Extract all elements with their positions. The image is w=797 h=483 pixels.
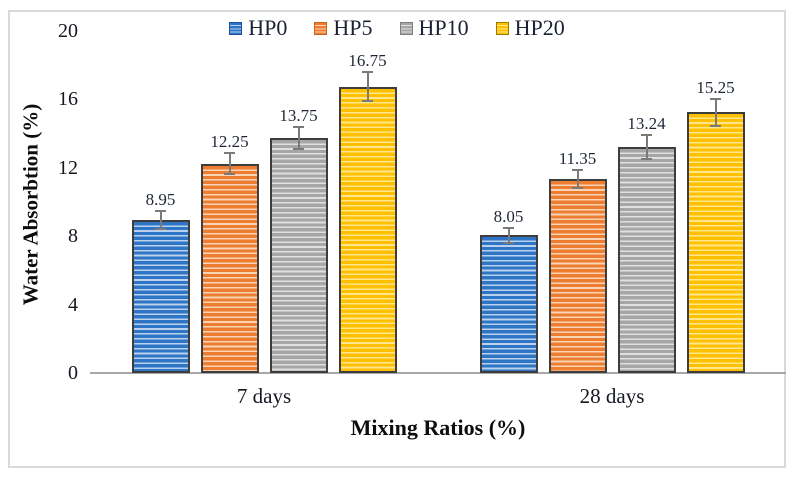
x-axis-line <box>90 372 786 374</box>
error-bar-cap-top <box>503 226 514 229</box>
error-bar-cap-top <box>572 168 583 171</box>
value-label: 13.24 <box>627 113 666 133</box>
y-tick-label: 8 <box>68 225 78 248</box>
y-tick-label: 0 <box>68 362 78 384</box>
legend-marker-HP5 <box>314 21 328 35</box>
error-bar <box>645 134 648 159</box>
error-bar-cap-bottom <box>293 147 304 150</box>
error-bar-cap-top <box>710 97 721 100</box>
legend-entry-HP10: HP10 <box>399 15 469 41</box>
value-label: 8.95 <box>145 190 176 210</box>
error-bar <box>507 227 510 244</box>
value-label: 16.75 <box>348 51 387 71</box>
legend-marker-HP0 <box>229 21 243 35</box>
bar-HP5-28-days <box>548 178 607 373</box>
category-label: 7 days <box>236 384 292 408</box>
error-bar <box>297 126 300 149</box>
error-bar <box>576 169 579 189</box>
error-bar <box>228 153 231 174</box>
error-bar-cap-top <box>224 152 235 155</box>
bar-HP10-7-days <box>269 137 328 373</box>
error-bar-cap-bottom <box>572 187 583 190</box>
error-bar-cap-bottom <box>710 124 721 127</box>
legend-marker-HP10 <box>399 21 413 35</box>
error-bar-cap-bottom <box>641 157 652 160</box>
y-axis-title: Water Absorbtion (%) <box>18 103 43 306</box>
error-bar-cap-top <box>641 133 652 136</box>
y-tick-label: 20 <box>58 20 78 42</box>
error-bar-cap-top <box>155 210 166 213</box>
bar-HP20-7-days <box>338 86 397 373</box>
legend-label-HP5: HP5 <box>333 15 373 40</box>
value-label: 11.35 <box>558 148 597 168</box>
value-label: 8.05 <box>493 206 524 226</box>
bar-HP5-7-days <box>200 163 259 373</box>
legend-label-HP0: HP0 <box>248 15 288 40</box>
bar-HP0-7-days <box>131 219 190 373</box>
value-label: 12.25 <box>210 132 249 152</box>
error-bar-cap-bottom <box>155 227 166 230</box>
bar-HP20-28-days <box>686 112 745 373</box>
legend: HP0 HP5 HP10 HP20 <box>8 14 786 42</box>
legend-entry-HP5: HP5 <box>314 15 373 41</box>
y-tick-label: 16 <box>58 88 78 111</box>
error-bar-cap-top <box>362 71 373 74</box>
x-axis-title: Mixing Ratios (%) <box>350 415 526 440</box>
legend-entry-HP0: HP0 <box>229 15 287 41</box>
error-bar-cap-top <box>293 125 304 128</box>
error-bar <box>366 72 369 102</box>
error-bar-cap-bottom <box>362 100 373 103</box>
bar-HP10-28-days <box>617 146 676 373</box>
error-bar <box>714 98 717 126</box>
value-label: 13.75 <box>279 105 318 125</box>
y-tick-label: 4 <box>68 293 78 316</box>
legend-marker-HP20 <box>495 21 509 35</box>
error-bar <box>159 211 162 229</box>
error-bar-cap-bottom <box>224 172 235 175</box>
legend-label-HP10: HP10 <box>418 15 469 40</box>
legend-entry-HP20: HP20 <box>495 15 565 41</box>
legend-label-HP20: HP20 <box>514 15 565 40</box>
value-label: 15.25 <box>696 77 735 97</box>
bar-HP0-28-days <box>479 235 538 373</box>
error-bar-cap-bottom <box>503 242 514 245</box>
category-label: 28 days <box>579 384 645 408</box>
y-tick-label: 12 <box>58 156 78 179</box>
figure-border <box>8 10 786 468</box>
